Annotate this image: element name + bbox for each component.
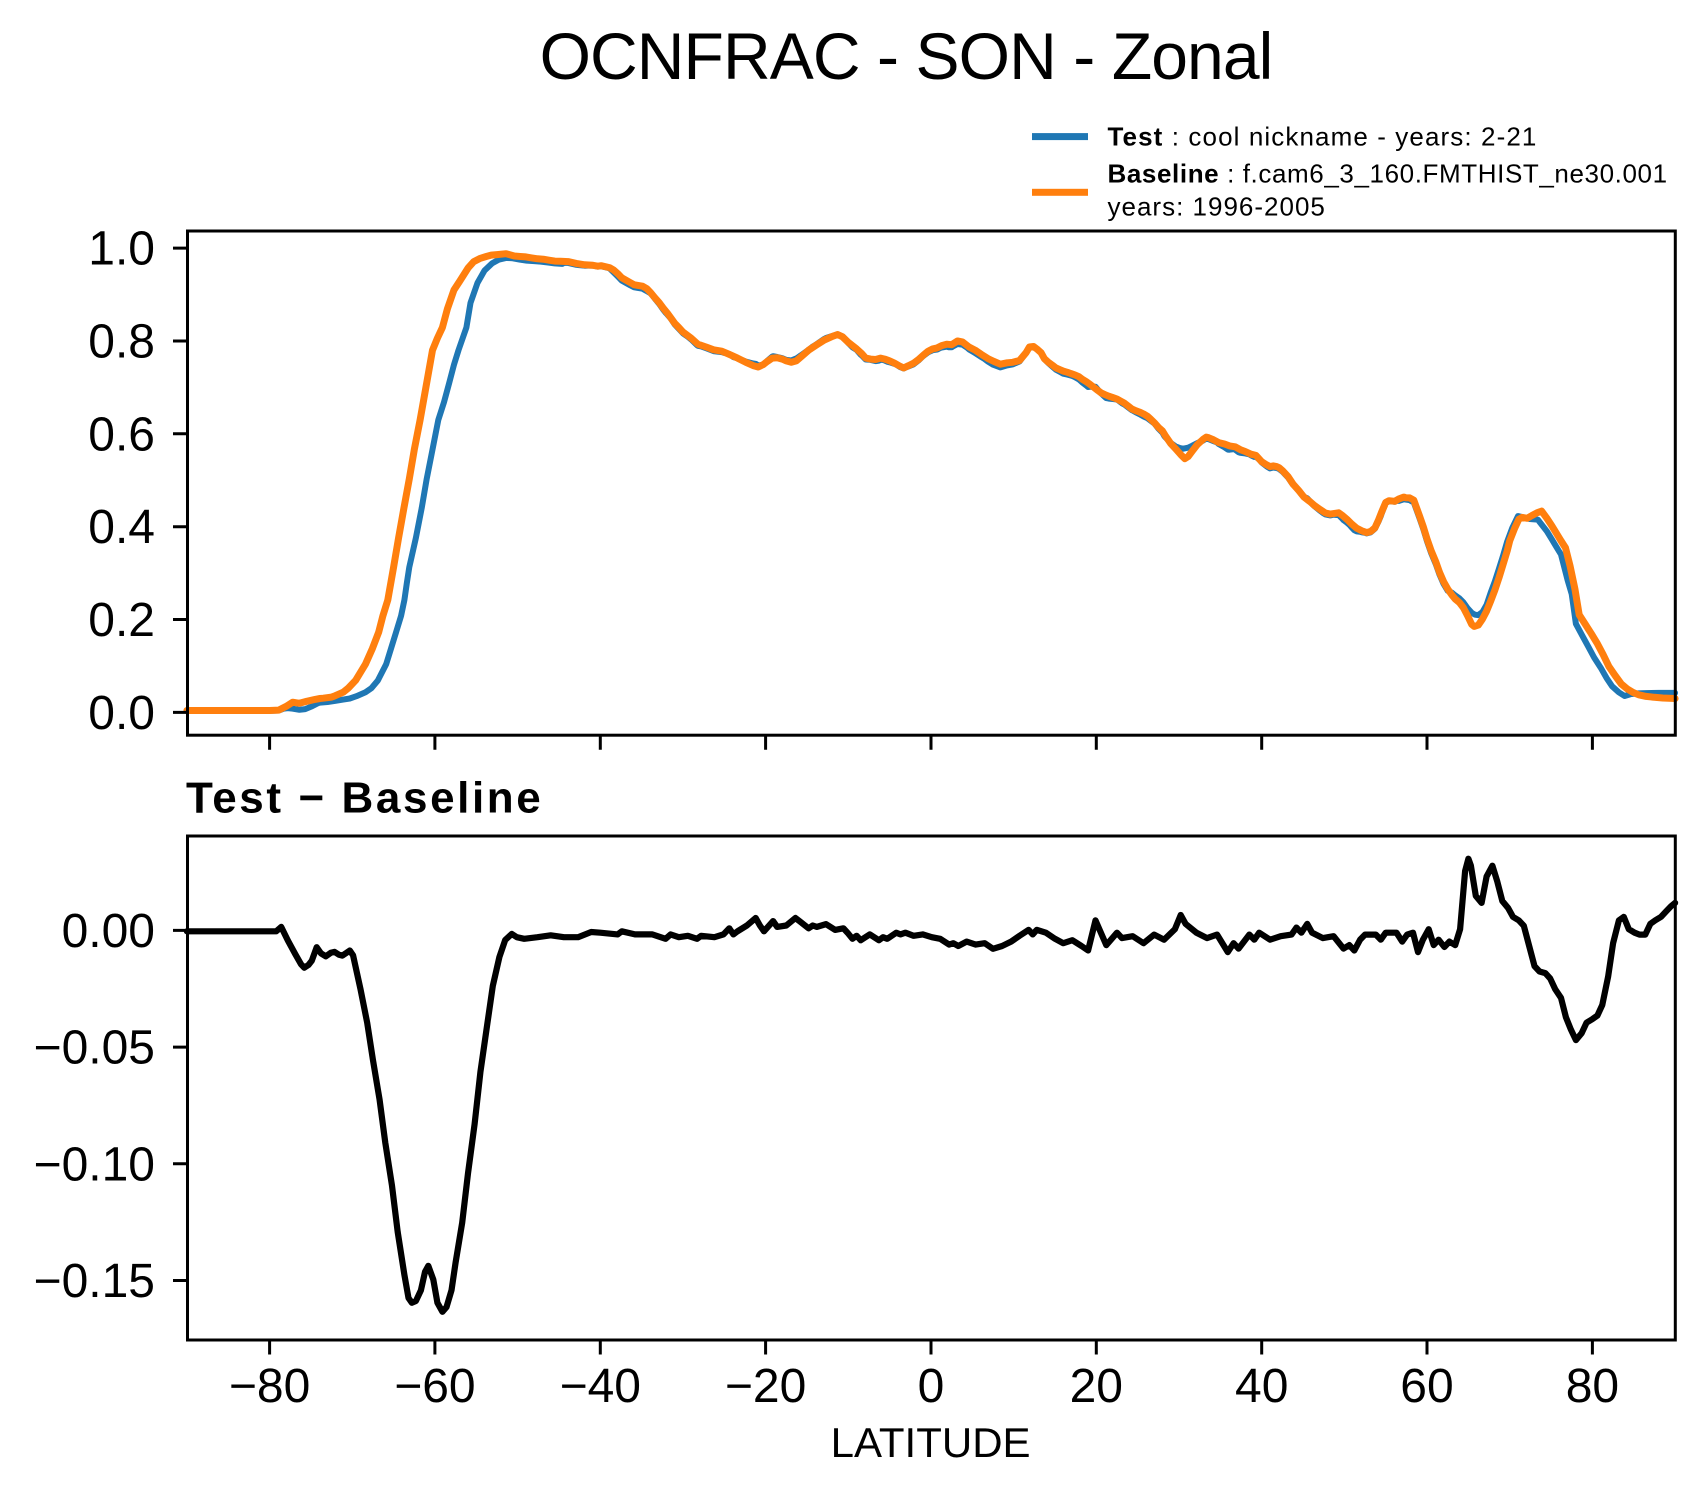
svg-text:60: 60: [1400, 1360, 1453, 1413]
svg-text:0.2: 0.2: [88, 594, 155, 647]
svg-text:0.4: 0.4: [88, 501, 155, 554]
svg-text:−0.05: −0.05: [34, 1022, 155, 1075]
svg-text:Test : cool nickname - years:: Test : cool nickname - years: 2-21: [1108, 121, 1538, 151]
svg-text:Test − Baseline: Test − Baseline: [186, 773, 543, 822]
svg-text:40: 40: [1235, 1360, 1288, 1413]
svg-text:80: 80: [1566, 1360, 1619, 1413]
svg-text:−0.15: −0.15: [34, 1255, 155, 1308]
svg-text:−80: −80: [229, 1360, 310, 1413]
svg-text:−20: −20: [725, 1360, 806, 1413]
svg-text:LATITUDE: LATITUDE: [831, 1419, 1031, 1466]
svg-text:−40: −40: [560, 1360, 641, 1413]
svg-text:OCNFRAC - SON - Zonal: OCNFRAC - SON - Zonal: [540, 19, 1273, 93]
svg-text:years: 1996-2005: years: 1996-2005: [1108, 191, 1326, 221]
svg-text:0.00: 0.00: [62, 905, 155, 958]
svg-text:20: 20: [1070, 1360, 1123, 1413]
svg-text:−60: −60: [394, 1360, 475, 1413]
svg-text:0: 0: [918, 1360, 945, 1413]
svg-text:0.8: 0.8: [88, 316, 155, 369]
svg-text:1.0: 1.0: [88, 223, 155, 276]
svg-text:0.6: 0.6: [88, 408, 155, 461]
svg-text:−0.10: −0.10: [34, 1138, 155, 1191]
svg-text:Baseline : f.cam6_3_160.FMTHIS: Baseline : f.cam6_3_160.FMTHIST_ne30.001: [1108, 158, 1668, 188]
svg-text:0.0: 0.0: [88, 687, 155, 740]
